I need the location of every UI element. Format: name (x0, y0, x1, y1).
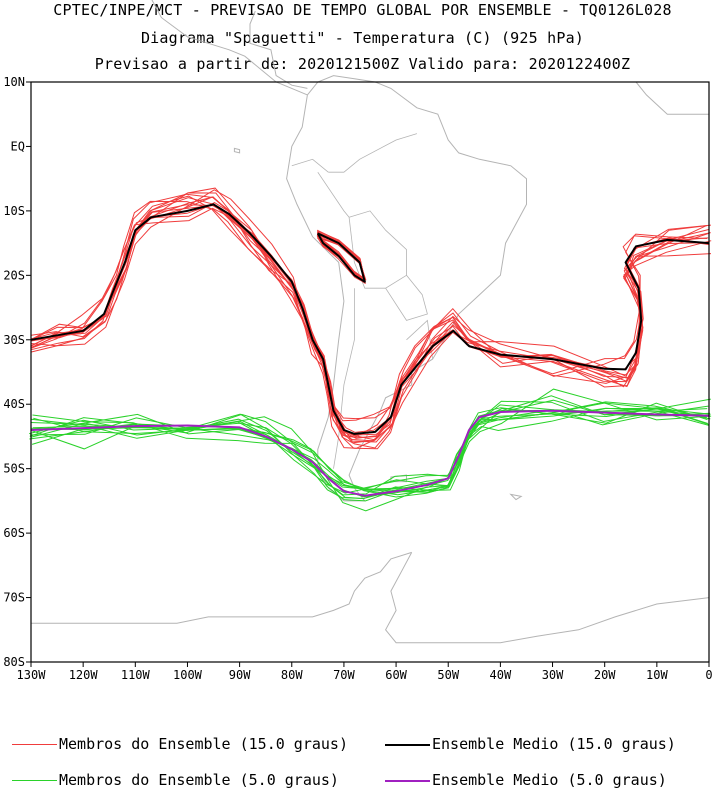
mean-5c-line (30, 409, 710, 497)
chart-title-line-2: Diagrama "Spaguetti" - Temperatura (C) (… (140, 29, 585, 47)
country-border (317, 171, 350, 218)
x-tick-label: 40W (490, 668, 512, 682)
central-america-caribbean-coast (249, 10, 308, 89)
weddell-coastline (385, 552, 710, 644)
legend-label-mean-5: Ensemble Medio (5.0 graus) (432, 771, 667, 789)
chart-title-line-1: CPTEC/INPE/MCT - PREVISAO DE TEMPO GLOBA… (53, 1, 672, 19)
country-border (333, 288, 355, 469)
x-tick-label: 60W (385, 668, 407, 682)
ensemble-members-layer (29, 187, 712, 512)
y-tick-label: 40S (3, 397, 25, 411)
legend-swatch-mean-15 (385, 744, 430, 746)
x-tick-label: 130W (17, 668, 47, 682)
country-border (328, 133, 418, 173)
y-tick-label: 30S (3, 333, 25, 347)
y-tick-label: 10N (3, 75, 25, 89)
axis-layer: 130W 120W 110W 100W 90W 80W 70W 60W 50W 40W 30W 20W… (3, 75, 712, 682)
member-15c-line (30, 196, 709, 436)
y-tick-label: 10S (3, 204, 25, 218)
y-tick-label: 60S (3, 526, 25, 540)
legend-label-members-15: Membros do Ensemble (15.0 graus) (59, 735, 348, 753)
country-border (385, 275, 428, 321)
x-tick-label: 10W (646, 668, 668, 682)
antarctic-peninsula (31, 551, 412, 624)
ensemble-mean-layer (30, 203, 710, 497)
member-15c-line (30, 192, 707, 444)
legend-label-members-5: Membros do Ensemble (5.0 graus) (59, 771, 339, 789)
member-5c-line (31, 404, 710, 493)
central-america-coastline (151, 0, 308, 96)
member-5c-line (30, 407, 708, 490)
legend-item-members-15: Membros do Ensemble (15.0 graus) (12, 735, 372, 757)
x-tick-label: 80W (281, 668, 303, 682)
member-5c-line (29, 407, 708, 493)
x-tick-label: 50W (437, 668, 459, 682)
y-tick-label: EQ (11, 139, 25, 153)
legend-label-mean-15: Ensemble Medio (15.0 graus) (432, 735, 676, 753)
south-georgia (509, 493, 523, 501)
legend-swatch-members-15 (12, 744, 57, 745)
mean-15c-line (316, 232, 366, 283)
x-tick-label: 70W (333, 668, 355, 682)
y-tick-label: 70S (3, 591, 25, 605)
x-tick-label: 100W (173, 668, 203, 682)
member-15c-line (30, 193, 711, 449)
coastline-layer (31, 0, 710, 644)
country-border (291, 158, 329, 173)
y-tick-label: 80S (3, 655, 25, 669)
member-15c-line (30, 202, 710, 422)
south-america-coastline (286, 75, 527, 502)
chart-title-line-3: Previsao a partir de: 2020121500Z Valido… (94, 55, 631, 73)
africa-coastline (635, 81, 709, 115)
member-15c-line (30, 197, 710, 443)
x-tick-label: 90W (229, 668, 251, 682)
x-tick-label: 0 (705, 668, 712, 682)
mean-15c-line (30, 203, 710, 435)
x-tick-label: 20W (594, 668, 616, 682)
member-15c-line (30, 187, 712, 450)
legend-item-members-5: Membros do Ensemble (5.0 graus) (12, 771, 372, 793)
plot-frame (30, 81, 710, 663)
legend-item-mean-5: Ensemble Medio (5.0 graus) (385, 771, 720, 793)
x-tick-label: 30W (542, 668, 564, 682)
y-tick-label: 20S (3, 268, 25, 282)
member-15c-line (30, 189, 712, 449)
legend-swatch-members-5 (12, 780, 57, 781)
legend-item-mean-15: Ensemble Medio (15.0 graus) (385, 735, 720, 757)
member-5c-line (32, 398, 711, 489)
galapagos-islands (233, 147, 241, 154)
x-tick-label: 120W (69, 668, 99, 682)
member-5c-line (32, 405, 709, 496)
x-tick-label: 110W (121, 668, 151, 682)
y-tick-label: 50S (3, 462, 25, 476)
legend-swatch-mean-5 (385, 780, 430, 782)
